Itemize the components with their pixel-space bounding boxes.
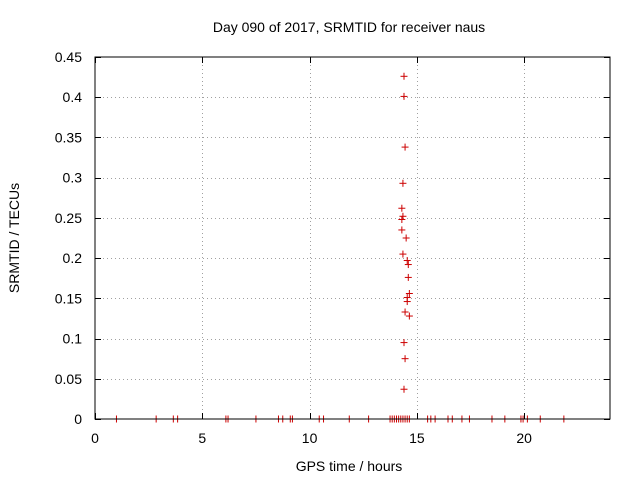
data-point [399, 212, 407, 220]
data-point [400, 339, 408, 347]
axis-ticks [95, 57, 610, 420]
data-point [398, 226, 406, 234]
x-tick-label: 5 [198, 430, 206, 446]
y-axis-label: SRMTID / TECUs [6, 183, 22, 293]
chart-title: Day 090 of 2017, SRMTID for receiver nau… [213, 19, 485, 35]
data-point [400, 385, 408, 393]
y-tick-labels: 0 0.05 0.1 0.15 0.2 0.25 0.3 0.35 0.4 0.45 [55, 49, 82, 427]
x-tick-label: 15 [409, 430, 425, 446]
y-tick-label: 0.4 [63, 89, 83, 105]
data-point [403, 298, 411, 306]
y-tick-label: 0 [74, 411, 82, 427]
data-point [398, 215, 406, 223]
data-point [398, 204, 406, 212]
y-tick-label: 0.45 [55, 49, 82, 65]
data-point [401, 308, 409, 316]
data-point [400, 72, 408, 80]
data-point [405, 312, 413, 320]
plot-frame [94, 56, 611, 420]
x-tick-label: 10 [302, 430, 318, 446]
data-point [399, 250, 407, 258]
data-point [405, 290, 413, 298]
y-tick-label: 0.35 [55, 129, 82, 145]
data-point [403, 257, 411, 265]
y-tick-label: 0.05 [55, 371, 82, 387]
data-point [400, 92, 408, 100]
y-tick-label: 0.2 [63, 250, 83, 266]
x-tick-label: 20 [516, 430, 532, 446]
data-point [404, 273, 412, 281]
y-tick-label: 0.15 [55, 290, 82, 306]
y-tick-label: 0.25 [55, 210, 82, 226]
y-tick-label: 0.1 [63, 331, 83, 347]
data-point [404, 261, 412, 269]
data-point [401, 355, 409, 363]
grid [95, 57, 610, 419]
x-axis-label: GPS time / hours [296, 458, 403, 474]
data-point [401, 143, 409, 151]
x-tick-labels: 0 5 10 15 20 [91, 430, 532, 446]
y-tick-label: 0.3 [63, 170, 83, 186]
x-tick-label: 0 [91, 430, 99, 446]
data-point [399, 179, 407, 187]
data-point [402, 234, 410, 242]
data-points [112, 72, 568, 423]
